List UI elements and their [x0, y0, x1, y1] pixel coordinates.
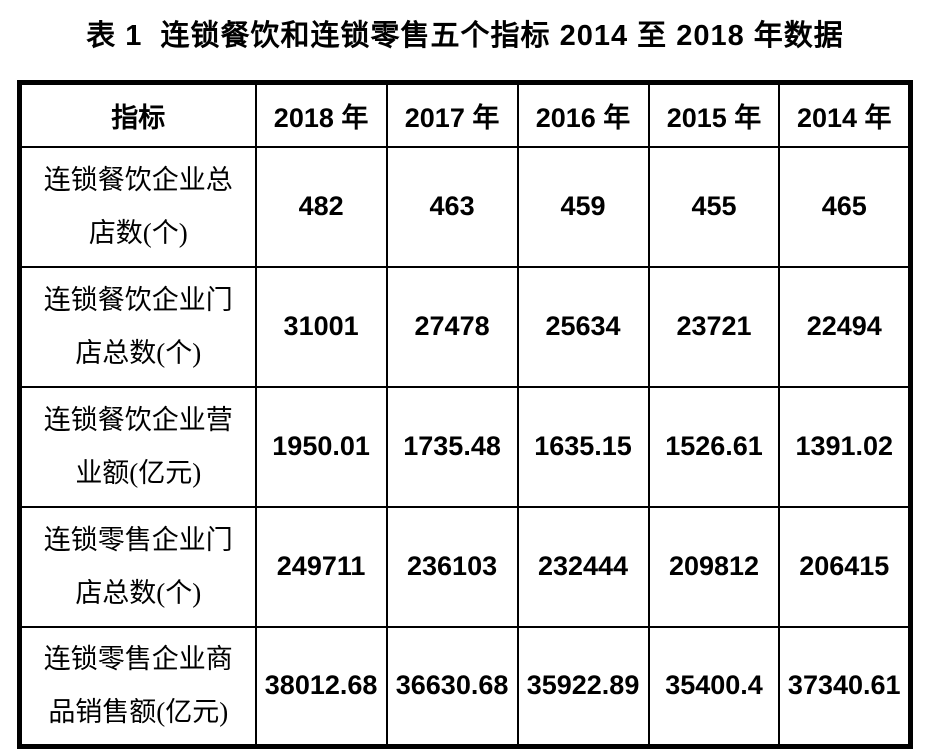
value-cell: 35922.89 [516, 625, 650, 748]
value-cell: 459 [516, 145, 650, 268]
table-row-restaurant-revenue: 连锁餐饮企业营 业额(亿元) 1950.01 1735.48 1635.15 1… [18, 385, 912, 508]
value-cell: 455 [647, 145, 781, 268]
value-cell: 232444 [516, 505, 650, 628]
value-cell: 1526.61 [647, 385, 781, 508]
value-cell: 1950.01 [254, 385, 388, 508]
value-cell: 1391.02 [778, 385, 912, 508]
header-cell-2014: 2014 年 [778, 81, 912, 148]
value-cell: 1735.48 [385, 385, 519, 508]
value-cell: 27478 [385, 265, 519, 388]
indicators-table: 指标 2018 年 2017 年 2016 年 2015 年 2014 年 连锁… [17, 80, 913, 749]
value-cell: 206415 [778, 505, 912, 628]
value-cell: 23721 [647, 265, 781, 388]
header-cell-2018: 2018 年 [254, 81, 388, 148]
table-row-retail-outlets: 连锁零售企业门 店总数(个) 249711 236103 232444 2098… [18, 505, 912, 628]
value-cell: 465 [778, 145, 912, 268]
row-label: 连锁餐饮企业营 业额(亿元) [18, 385, 257, 508]
value-cell: 25634 [516, 265, 650, 388]
value-cell: 37340.61 [778, 625, 912, 748]
row-label: 连锁餐饮企业总 店数(个) [18, 145, 257, 268]
value-cell: 249711 [254, 505, 388, 628]
table-row-restaurant-companies: 连锁餐饮企业总 店数(个) 482 463 459 455 465 [18, 145, 912, 268]
value-cell: 35400.4 [647, 625, 781, 748]
value-cell: 22494 [778, 265, 912, 388]
header-row: 指标 2018 年 2017 年 2016 年 2015 年 2014 年 [18, 81, 912, 148]
value-cell: 36630.68 [385, 625, 519, 748]
value-cell: 1635.15 [516, 385, 650, 508]
row-label: 连锁零售企业商 品销售额(亿元) [18, 625, 257, 748]
table-row-retail-sales: 连锁零售企业商 品销售额(亿元) 38012.68 36630.68 35922… [18, 625, 912, 748]
value-cell: 463 [385, 145, 519, 268]
row-label: 连锁零售企业门 店总数(个) [18, 505, 257, 628]
header-cell-2017: 2017 年 [385, 81, 519, 148]
value-cell: 31001 [254, 265, 388, 388]
value-cell: 236103 [385, 505, 519, 628]
header-cell-2015: 2015 年 [647, 81, 781, 148]
header-cell-indicator: 指标 [18, 81, 257, 148]
table-title: 表 1 连锁餐饮和连锁零售五个指标 2014 至 2018 年数据 [86, 20, 844, 52]
value-cell: 209812 [647, 505, 781, 628]
value-cell: 38012.68 [254, 625, 388, 748]
value-cell: 482 [254, 145, 388, 268]
table-row-restaurant-outlets: 连锁餐饮企业门 店总数(个) 31001 27478 25634 23721 2… [18, 265, 912, 388]
row-label: 连锁餐饮企业门 店总数(个) [18, 265, 257, 388]
header-cell-2016: 2016 年 [516, 81, 650, 148]
